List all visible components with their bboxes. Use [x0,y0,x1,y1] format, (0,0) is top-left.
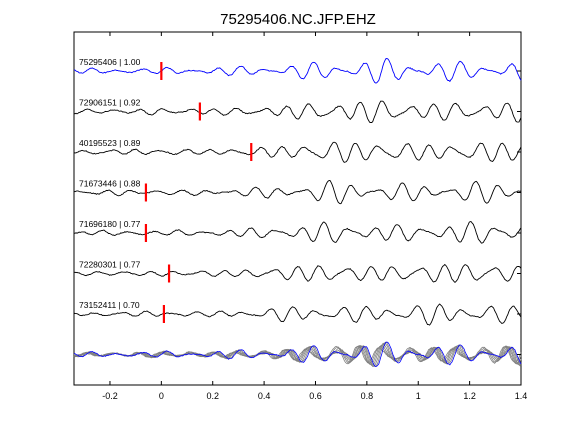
trace-labels: 75295406 | 1.00 72906151 | 0.92 40195523 |… [79,57,141,310]
x-axis: -0.2 0 0.2 0.4 0.6 0.8 1 1.2 1.4 [102,32,527,401]
trace-line-2 [73,141,522,163]
trace-line-4 [73,221,522,244]
plot-area [73,31,522,386]
trace-label-5: 72280301 | 0.77 [79,260,141,270]
overlay-line-1 [73,341,522,367]
x-tick-label-2: 0.2 [206,391,219,401]
trace-label-3: 71673446 | 0.88 [79,179,141,189]
overlay-line-0 [73,341,522,367]
x-tick-label-6: 1 [416,391,421,401]
x-tick-label-8: 1.4 [515,391,528,401]
trace-line-6 [73,303,522,326]
x-tick-label-1: 0 [159,391,164,401]
trace-label-4: 71696180 | 0.77 [79,219,141,229]
x-tick-label-7: 1.2 [463,391,476,401]
trace-label-2: 40195523 | 0.89 [79,138,141,148]
trace-line-3 [73,180,522,205]
x-tick-label-0: -0.2 [102,391,118,401]
picks-layer [144,62,253,323]
trace-label-0: 75295406 | 1.00 [79,57,141,67]
trace-label-6: 73152411 | 0.70 [79,300,140,310]
traces-layer [73,58,522,367]
trace-line-5 [73,263,522,284]
x-tick-label-4: 0.6 [309,391,322,401]
x-tick-label-3: 0.4 [258,391,271,401]
trace-line-0 [73,58,522,84]
trace-line-1 [73,100,522,123]
x-tick-label-5: 0.8 [361,391,374,401]
trace-label-1: 72906151 | 0.92 [79,98,141,108]
chart-title: 75295406.NC.JFP.EHZ [220,11,376,28]
